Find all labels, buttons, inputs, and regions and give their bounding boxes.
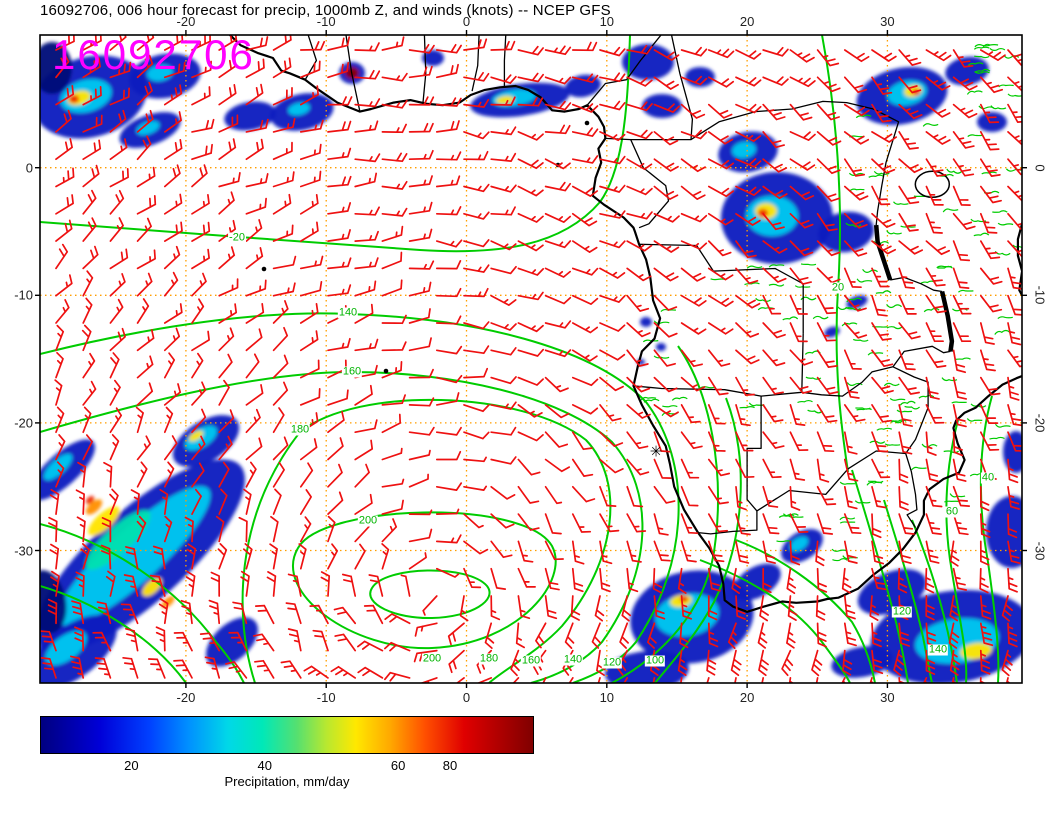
colorbar-tick-label: 40	[257, 758, 272, 773]
contour-value-label: 180	[478, 652, 500, 665]
contour-value-label: 120	[891, 605, 913, 618]
contour-value-label: 140	[562, 653, 584, 666]
x-tick-label-bottom: 30	[880, 690, 895, 705]
contour-value-label: 160	[341, 365, 363, 378]
x-tick-label-bottom: -10	[316, 690, 336, 705]
x-tick-label-bottom: 0	[462, 690, 471, 705]
y-tick-label-right: 0	[1032, 164, 1048, 172]
colorbar-tick-label: 20	[124, 758, 139, 773]
contour-value-label: 180	[289, 423, 311, 436]
x-tick-label-bottom: -20	[176, 690, 196, 705]
contour-value-label: 140	[337, 306, 359, 319]
station-marker: ✳	[649, 443, 663, 461]
y-tick-label-right: -30	[1032, 541, 1048, 560]
wind-barbs	[40, 35, 1022, 683]
chart-title: 16092706, 006 hour forecast for precip, …	[40, 2, 611, 19]
run-timestamp-overlay: 16092706	[52, 31, 255, 78]
colorbar-caption: Precipitation, mm/day	[224, 774, 350, 789]
x-tick-label-top: -10	[316, 14, 336, 29]
colorbar-tick-label: 80	[442, 758, 458, 773]
contour-value-label: -20	[228, 231, 246, 244]
precip-shading	[40, 42, 1022, 683]
colorbar-tick-label: 60	[390, 758, 406, 773]
y-tick-label-left: -20	[14, 415, 33, 431]
contour-value-label: 60	[944, 505, 960, 518]
x-tick-label-top: 10	[599, 14, 615, 29]
x-tick-label-top: 20	[739, 14, 755, 29]
x-tick-label-top: -20	[176, 14, 196, 29]
contour-value-label: 160	[520, 654, 542, 667]
contour-value-label: 120	[601, 656, 623, 669]
contour-value-label: 40	[980, 471, 996, 484]
contour-value-label: 140	[927, 643, 949, 656]
x-tick-label-top: 0	[462, 14, 471, 29]
y-tick-label-left: 0	[25, 160, 33, 176]
y-tick-label-right: -10	[1032, 285, 1048, 305]
plot-frame	[35, 30, 1027, 688]
contour-speckles	[640, 43, 1022, 562]
contour-value-label: 200	[357, 514, 379, 527]
contour-value-label: 100	[644, 654, 666, 667]
y-tick-label-left: -10	[14, 287, 33, 303]
x-tick-label-top: 30	[880, 14, 895, 29]
y-tick-label-left: -30	[14, 543, 33, 558]
x-tick-label-bottom: 20	[739, 690, 755, 705]
x-tick-label-bottom: 10	[599, 690, 615, 705]
precip-colorbar	[40, 716, 534, 754]
contour-value-label: 200	[421, 652, 443, 665]
y-tick-label-right: -20	[1032, 413, 1048, 433]
contour-value-label: 20	[830, 281, 846, 294]
